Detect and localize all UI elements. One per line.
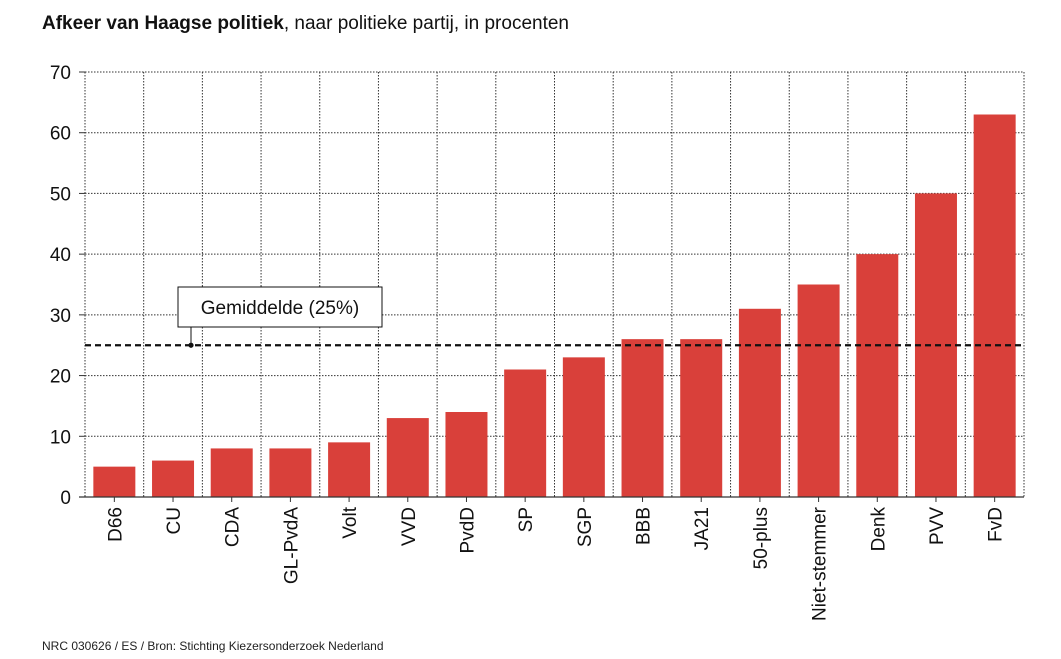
average-label-box <box>177 286 383 328</box>
chart-title-subtitle: , naar politieke partij, in procenten <box>283 13 569 34</box>
bar-50-plus <box>738 308 781 497</box>
chart-title-bold: Afkeer van Haagse politiek <box>42 13 284 34</box>
x-tick-label: CDA <box>223 507 244 547</box>
x-tick-label: CU <box>164 507 185 534</box>
bar-sp <box>504 369 547 497</box>
x-tick-label: BBB <box>634 507 655 545</box>
bar-volt <box>328 442 371 497</box>
y-tick-label: 70 <box>50 63 71 84</box>
bar-bbb <box>621 339 664 497</box>
average-label: Gemiddelde (25%) <box>201 298 359 319</box>
bar-denk <box>856 254 899 497</box>
bar-gl-pvda <box>269 448 312 497</box>
bars-layer <box>93 114 1016 497</box>
x-tick-label: PVV <box>927 507 948 545</box>
bar-vvd <box>386 418 429 497</box>
axis-layer: 0 10 20 30 40 50 60 70 D66 CU CDA GL-PvdA Volt VVD Pvd… <box>50 63 1024 621</box>
bar-pvdd <box>445 412 488 497</box>
y-tick-label: 40 <box>50 245 71 266</box>
average-pointer-dot <box>188 342 194 348</box>
chart-title: Afkeer van Haagse politiek, naar politie… <box>42 12 569 36</box>
x-tick-label: PvdD <box>457 507 478 553</box>
bar-cu <box>152 460 195 497</box>
bar-cda <box>210 448 253 497</box>
x-tick-label: Volt <box>340 506 361 538</box>
y-tick-label: 20 <box>50 367 71 388</box>
x-tick-label: 50-plus <box>751 507 772 569</box>
x-tick-label: VVD <box>399 507 420 546</box>
x-tick-label: SP <box>516 507 537 532</box>
x-tick-label: SGP <box>575 507 596 547</box>
source-note: NRC 030626 / ES / Bron: Stichting Kiezer… <box>42 639 384 653</box>
x-tick-label: FvD <box>986 507 1007 542</box>
y-tick-label: 50 <box>50 184 71 205</box>
grid-layer <box>84 71 1025 497</box>
y-tick-label: 30 <box>50 306 71 327</box>
x-tick-label: Niet-stemmer <box>810 506 831 621</box>
x-tick-label: GL-PvdA <box>281 507 302 584</box>
y-tick-label: 0 <box>60 488 71 509</box>
x-tick-label: Denk <box>868 507 889 552</box>
bar-ja21 <box>680 339 723 497</box>
x-tick-label: JA21 <box>692 507 713 550</box>
bar-sgp <box>562 357 605 497</box>
y-tick-label: 60 <box>50 124 71 145</box>
bar-d66 <box>93 466 136 497</box>
bar-niet-stemmer <box>797 284 840 497</box>
bar-fvd <box>973 114 1016 497</box>
x-tick-label: D66 <box>105 507 126 542</box>
y-tick-label: 10 <box>50 427 71 448</box>
average-layer: Gemiddelde (25%) <box>85 286 1024 348</box>
